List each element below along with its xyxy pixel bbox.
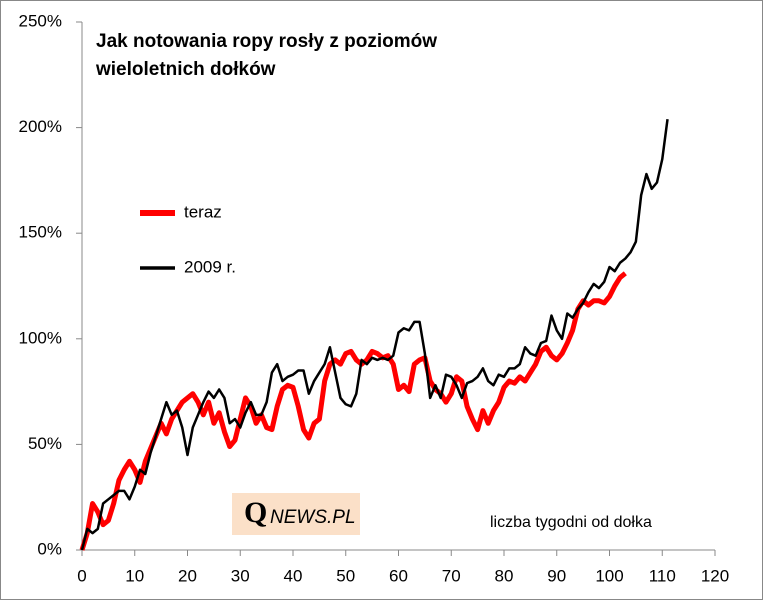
x-tick-label: 30 xyxy=(231,566,250,585)
x-tick-label: 0 xyxy=(77,566,86,585)
x-tick-label: 20 xyxy=(178,566,197,585)
y-tick-label: 200% xyxy=(19,117,62,136)
chart-title: Jak notowania ropy rosły z poziomów xyxy=(96,31,437,52)
y-tick-label: 250% xyxy=(19,11,62,30)
y-tick-label: 100% xyxy=(19,328,62,347)
x-tick-label: 40 xyxy=(284,566,303,585)
x-tick-label: 60 xyxy=(389,566,408,585)
x-tick-label: 70 xyxy=(442,566,461,585)
line xyxy=(79,271,627,551)
chart-title: wieloletnich dołków xyxy=(95,59,276,80)
y-tick-label: 150% xyxy=(19,223,62,242)
x-tick-label: 120 xyxy=(701,566,729,585)
x-tick-label: 100 xyxy=(595,566,623,585)
x-tick-label: 50 xyxy=(336,566,355,585)
legend-label: 2009 r. xyxy=(184,257,236,276)
line xyxy=(80,118,669,551)
x-tick-label: 10 xyxy=(125,566,144,585)
legend-label: teraz xyxy=(184,202,222,221)
y-tick-label: 50% xyxy=(28,434,62,453)
x-tick-label: 90 xyxy=(547,566,566,585)
logo-box xyxy=(232,493,360,535)
x-tick-label: 80 xyxy=(495,566,514,585)
y-tick-label: 0% xyxy=(37,539,62,558)
x-axis-label: liczba tygodni od dołka xyxy=(490,514,652,531)
x-tick-label: 110 xyxy=(649,566,676,585)
logo: Q xyxy=(244,496,267,529)
logo: NEWS.PL xyxy=(270,507,356,528)
